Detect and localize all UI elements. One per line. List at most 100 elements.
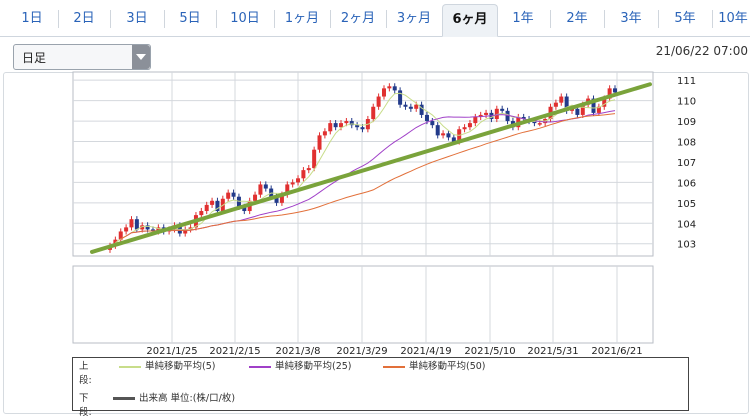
candle-body — [403, 104, 408, 107]
candle-body — [183, 229, 188, 234]
tab-separator — [604, 10, 605, 28]
legend-ma50: 単純移動平均(50) — [383, 360, 486, 374]
candle-body — [236, 196, 241, 207]
chart-interval-value: 日足 — [22, 51, 47, 65]
candle-body — [446, 133, 451, 138]
candle-body — [306, 168, 311, 171]
candle-body — [478, 114, 483, 117]
tab-12[interactable]: 3年 — [620, 11, 642, 26]
candle-body — [349, 121, 354, 126]
candle-body — [301, 170, 306, 179]
x-tick-label: 2021/3/8 — [276, 346, 321, 357]
tab-4[interactable]: 5日 — [179, 11, 201, 26]
tab-2[interactable]: 2日 — [73, 11, 95, 26]
tab-13[interactable]: 5年 — [674, 11, 696, 26]
x-tick-label: 2021/5/10 — [464, 346, 515, 357]
x-tick-label: 2021/6/21 — [591, 346, 642, 357]
ma-line-50 — [120, 113, 616, 240]
candle-body — [274, 196, 279, 203]
tab-3[interactable]: 3日 — [126, 11, 148, 26]
candle-body — [521, 116, 526, 120]
candle-body — [537, 123, 542, 125]
y-tick-label: 110 — [677, 97, 696, 108]
lower-grid — [72, 265, 654, 344]
period-tabs: 1日 2日 3日 5日 10日 1ヶ月 2ヶ月 3ヶ月 6ヶ月 1年 2年 3年 5年 10年 — [0, 0, 750, 37]
candle-body — [242, 206, 247, 212]
candle-body — [188, 227, 193, 230]
candle-body — [473, 116, 478, 124]
tab-separator — [58, 10, 59, 28]
candle-body — [253, 194, 258, 201]
candle-body — [553, 102, 558, 107]
tab-10[interactable]: 1年 — [512, 11, 534, 26]
tab-separator — [216, 10, 217, 28]
y-tick-label: 109 — [677, 117, 696, 128]
tab-6[interactable]: 1ヶ月 — [284, 11, 320, 26]
y-tick-label: 105 — [677, 199, 696, 210]
tab-8[interactable]: 3ヶ月 — [396, 11, 432, 26]
x-tick-label: 2021/4/19 — [400, 346, 451, 357]
candle-body — [580, 104, 585, 115]
lower-panel — [72, 265, 654, 344]
legend-volume: 出来高 単位:(株/口/枚) — [113, 392, 235, 406]
chevron-down-icon — [136, 54, 146, 60]
trendline — [90, 82, 652, 254]
candle-body — [118, 231, 123, 240]
candle-body — [424, 114, 429, 122]
tab-separator — [274, 10, 275, 28]
candle-body — [376, 96, 381, 107]
tab-11[interactable]: 2年 — [566, 11, 588, 26]
tab-separator — [164, 10, 165, 28]
candle-body — [145, 225, 150, 230]
x-tick-label: 2021/1/25 — [146, 346, 197, 357]
candle-body — [532, 121, 537, 124]
x-tick-label: 2021/2/15 — [209, 346, 260, 357]
candle-body — [494, 108, 499, 120]
chart-interval-select[interactable]: 日足 — [13, 44, 151, 70]
candle-body — [134, 219, 139, 230]
candle-body — [505, 110, 510, 122]
candle-body — [328, 123, 333, 132]
y-tick-label: 106 — [677, 178, 696, 189]
candle-body — [408, 106, 413, 109]
tab-1[interactable]: 1日 — [21, 11, 43, 26]
candle-body — [500, 108, 505, 111]
legend-lower-label: 下段: — [79, 393, 92, 418]
candle-body — [226, 192, 231, 199]
tab-separator — [110, 10, 111, 28]
candle-body — [258, 184, 263, 195]
legend-ma5: 単純移動平均(5) — [119, 360, 215, 374]
tab-7[interactable]: 2ヶ月 — [340, 11, 376, 26]
candle-body — [381, 88, 386, 97]
candle-body — [607, 88, 612, 99]
legend-upper-label: 上段: — [79, 361, 92, 386]
dropdown-button[interactable] — [132, 45, 150, 69]
tab-9[interactable]: 6ヶ月 — [442, 4, 498, 37]
candle-body — [150, 229, 155, 232]
candle-body — [322, 131, 327, 136]
candle-body — [602, 98, 607, 107]
trendline — [90, 82, 652, 254]
candle-body — [419, 104, 424, 115]
timestamp: 21/06/22 07:00 — [655, 44, 748, 58]
candle-body — [575, 108, 580, 115]
candle-body — [596, 106, 601, 113]
candle-body — [290, 182, 295, 185]
candle-body — [570, 108, 575, 111]
candle-body — [371, 106, 376, 120]
candle-body — [344, 121, 349, 124]
tab-14[interactable]: 10年 — [718, 11, 748, 26]
y-tick-label: 107 — [677, 158, 696, 169]
y-tick-labels: 103 104 105 106 107 108 109 110 111 — [677, 76, 696, 251]
candle-body — [263, 184, 268, 189]
candle-body — [113, 239, 118, 246]
candle-body — [124, 227, 129, 232]
y-tick-label: 103 — [677, 240, 696, 251]
candle-body — [312, 149, 317, 169]
tab-5[interactable]: 10日 — [230, 11, 260, 26]
candle-body — [355, 125, 360, 128]
candle-body — [210, 200, 215, 205]
candle-body — [333, 123, 338, 128]
candle-body — [140, 225, 145, 230]
